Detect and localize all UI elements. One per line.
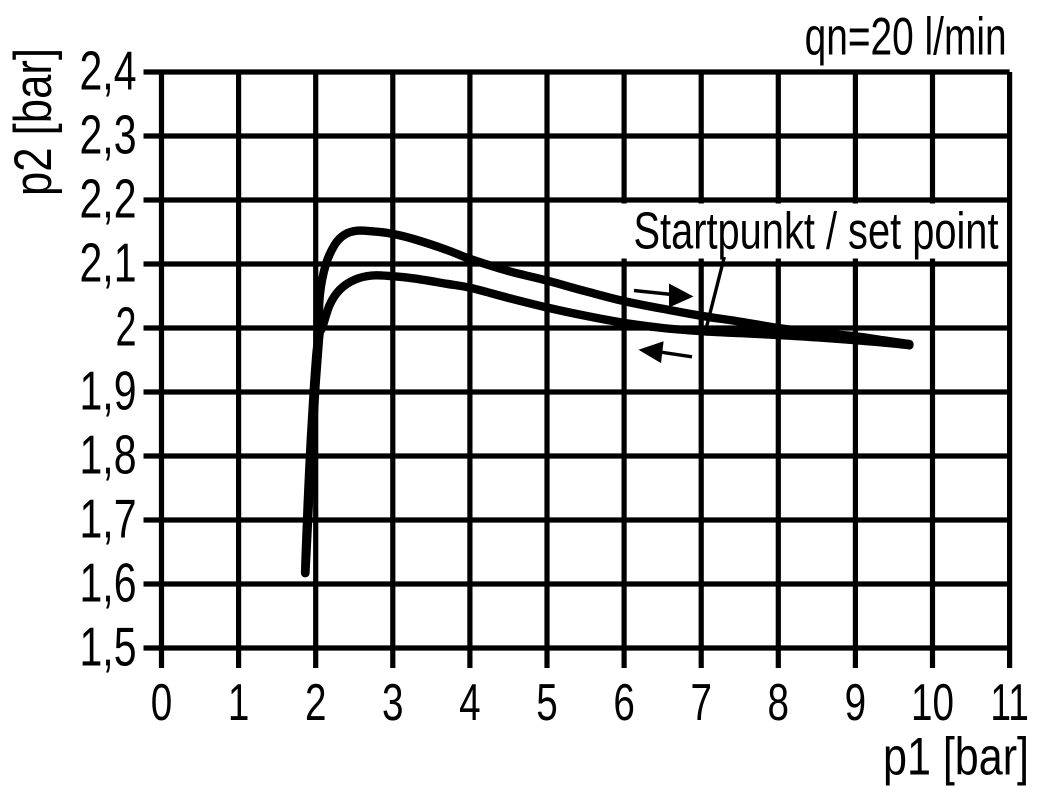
svg-text:3: 3 bbox=[382, 673, 404, 731]
svg-text:1: 1 bbox=[228, 673, 250, 731]
svg-text:1,8: 1,8 bbox=[80, 423, 137, 485]
svg-text:11: 11 bbox=[990, 673, 1029, 731]
svg-text:p1 [bar]: p1 [bar] bbox=[883, 728, 1029, 787]
svg-text:Startpunkt / set point: Startpunkt / set point bbox=[634, 203, 999, 261]
svg-text:0: 0 bbox=[151, 673, 173, 731]
svg-text:6: 6 bbox=[613, 673, 635, 731]
svg-text:2,4: 2,4 bbox=[80, 39, 137, 101]
svg-text:p2 [bar]: p2 [bar] bbox=[4, 48, 63, 196]
svg-text:2,3: 2,3 bbox=[80, 103, 137, 165]
svg-text:1,5: 1,5 bbox=[80, 615, 137, 677]
svg-text:2,2: 2,2 bbox=[80, 167, 137, 229]
svg-text:9: 9 bbox=[845, 673, 867, 731]
svg-text:2: 2 bbox=[305, 673, 327, 731]
svg-text:4: 4 bbox=[459, 673, 481, 731]
svg-text:1,7: 1,7 bbox=[80, 487, 137, 549]
svg-text:qn=20 l/min: qn=20 l/min bbox=[805, 8, 1007, 67]
svg-text:7: 7 bbox=[690, 673, 712, 731]
svg-text:2: 2 bbox=[116, 295, 137, 357]
svg-text:5: 5 bbox=[536, 673, 558, 731]
svg-text:8: 8 bbox=[768, 673, 790, 731]
svg-text:1,6: 1,6 bbox=[80, 551, 137, 613]
svg-text:1,9: 1,9 bbox=[80, 359, 137, 421]
svg-text:10: 10 bbox=[911, 673, 954, 731]
svg-text:2,1: 2,1 bbox=[80, 231, 137, 293]
